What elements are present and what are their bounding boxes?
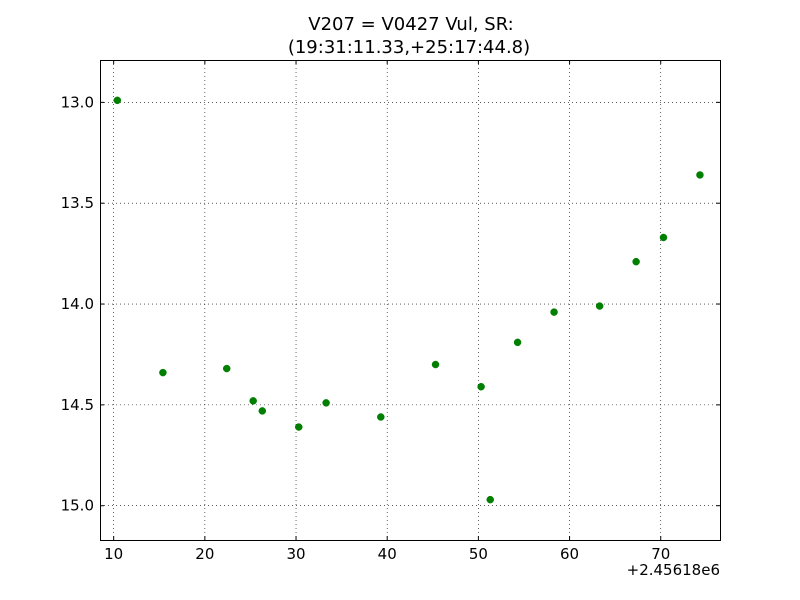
x-tick-label: 40 <box>378 545 397 563</box>
grid-lines <box>100 60 720 540</box>
data-point <box>377 413 385 421</box>
x-tick-label: 60 <box>560 545 579 563</box>
data-point <box>222 364 231 373</box>
data-point <box>595 302 604 310</box>
x-tick-labels: 10 20 30 40 50 60 70 <box>104 545 670 563</box>
y-tick-label: 14.0 <box>61 295 94 313</box>
data-point <box>159 368 167 377</box>
data-point <box>258 407 267 415</box>
data-point <box>513 338 522 347</box>
data-point <box>249 397 257 405</box>
x-tick-label: 30 <box>286 545 305 563</box>
chart-title-line2: (19:31:11.33,+25:17:44.8) <box>288 37 530 58</box>
x-offset-label: +2.45618e6 <box>627 561 720 579</box>
x-tick-label: 50 <box>469 545 488 563</box>
data-point <box>550 308 558 316</box>
y-tick-label: 14.5 <box>61 396 94 414</box>
axis-ticks <box>100 60 720 540</box>
data-points <box>113 96 704 504</box>
chart-title-line1: V207 = V0427 Vul, SR: <box>308 14 513 35</box>
data-point <box>632 257 640 266</box>
data-point <box>431 360 440 369</box>
data-point <box>696 171 704 179</box>
data-point <box>659 233 668 242</box>
data-point <box>113 96 122 105</box>
x-tick-label: 10 <box>104 545 123 563</box>
plot-frame <box>100 60 721 541</box>
x-tick-label: 20 <box>195 545 214 563</box>
y-tick-label: 13.5 <box>61 194 94 212</box>
data-point <box>477 382 485 391</box>
data-point <box>322 399 330 407</box>
data-point <box>486 495 494 504</box>
y-tick-labels: 13.0 13.5 14.0 14.5 15.0 <box>61 93 94 514</box>
y-tick-label: 13.0 <box>61 93 94 111</box>
x-tick-label: 70 <box>651 545 670 563</box>
data-point <box>295 423 303 431</box>
y-tick-label: 15.0 <box>61 497 94 515</box>
